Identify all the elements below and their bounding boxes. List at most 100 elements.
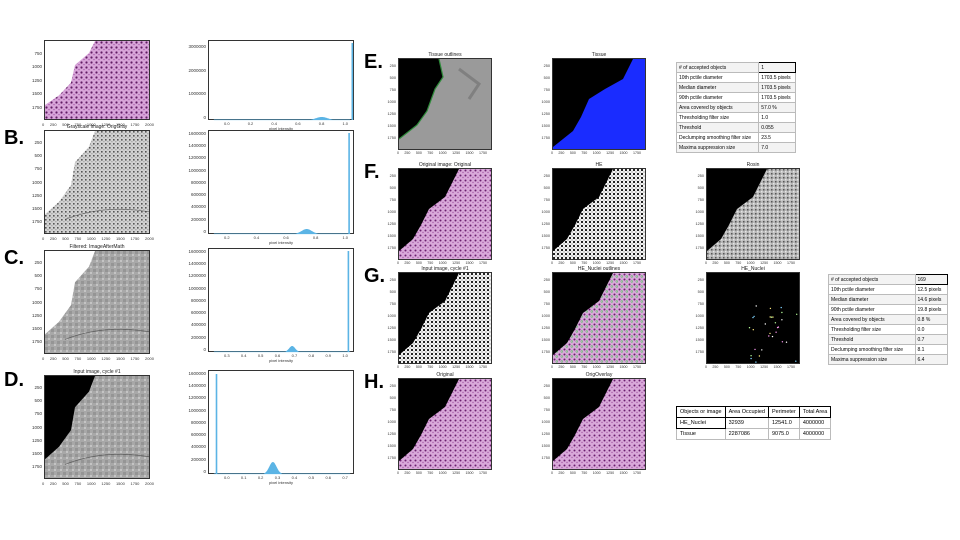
tissue-mask-image[interactable] xyxy=(552,58,646,150)
x-tick-label: 250 xyxy=(49,356,57,361)
plot-title-he: HE xyxy=(595,162,603,168)
image-panel-d[interactable] xyxy=(44,375,150,479)
y-tick-label: 750 xyxy=(34,286,42,292)
measure-value: 0.055 xyxy=(758,122,796,133)
orig-overlay-image[interactable] xyxy=(552,378,646,470)
x-tick-label: 1500 xyxy=(115,122,125,127)
tissue-outlines-image[interactable] xyxy=(398,58,492,150)
y-tick-label: 1750 xyxy=(31,339,42,345)
x-tick-labels: 0 250 500 750 1000 1250 1500 1750 2000 xyxy=(42,481,154,486)
nucleus-dot xyxy=(770,316,773,318)
nucleus-dot xyxy=(761,349,763,351)
y-tick-label: 1600000 xyxy=(188,248,206,254)
histogram-spike xyxy=(215,374,218,474)
y-tick-label: 750 xyxy=(389,88,396,92)
nucleus-dot xyxy=(771,335,774,338)
x-tick-label: 0.4 xyxy=(253,235,260,240)
he-nuclei-outlines-image[interactable] xyxy=(552,272,646,364)
x-tick-labels: 0 250 500 750 1000 1250 1500 1750 xyxy=(551,365,641,369)
x-tick-label: 250 xyxy=(404,261,411,265)
original-he-image[interactable] xyxy=(398,168,492,260)
measure-label: Declumping smoothing filter size xyxy=(675,132,760,143)
x-tick-label: 1250 xyxy=(452,365,461,369)
x-tick-label: 500 xyxy=(723,261,730,265)
x-tick-label: 2000 xyxy=(145,356,154,361)
y-tick-label: 800000 xyxy=(190,179,206,185)
x-tick-label: 2000 xyxy=(145,481,154,486)
y-tick-label: 1000 xyxy=(387,314,396,318)
table-row: Area covered by objects 57.0 % xyxy=(675,102,796,113)
x-tick-label: 250 xyxy=(49,481,57,486)
y-tick-label: 750 xyxy=(697,302,704,306)
y-tick-label: 500 xyxy=(697,290,704,294)
y-tick-label: 1000 xyxy=(541,210,550,214)
y-tick-label: 1250 xyxy=(541,112,550,116)
area-summary-table: Objects or image Area Occupied Perimeter… xyxy=(676,406,832,440)
y-tick-label: 1750 xyxy=(541,456,550,460)
measure-label: Area covered by objects xyxy=(675,102,760,113)
nucleus-dot xyxy=(781,341,784,343)
x-tick-label: 0.2 xyxy=(257,475,264,480)
he-channel-image[interactable] xyxy=(552,168,646,260)
nucleus-dot xyxy=(748,327,751,329)
plot-title-tissue: Tissue xyxy=(591,52,607,58)
x-tick-label: 1000 xyxy=(746,261,755,265)
y-tick-label: 1750 xyxy=(31,464,42,470)
x-tick-label: 500 xyxy=(62,236,69,241)
x-tick-label: 1250 xyxy=(606,151,615,155)
nucleus-dot xyxy=(758,355,761,357)
rosin-channel-image[interactable] xyxy=(706,168,800,260)
x-tick-label: 0.7 xyxy=(342,475,348,480)
x-tick-label: 1750 xyxy=(632,471,641,475)
y-tick-label: 250 xyxy=(389,278,396,282)
original-image-h[interactable] xyxy=(398,378,492,470)
y-tick-label: 3000000 xyxy=(188,44,206,50)
nucleus-dot xyxy=(769,332,771,335)
y-tick-label: 1600000 xyxy=(188,370,206,376)
histogram-plot[interactable] xyxy=(208,370,354,475)
y-tick-label: 1250 xyxy=(387,432,396,436)
x-tick-labels: 0.3 0.4 0.5 0.6 0.7 0.8 0.9 1.0 xyxy=(224,353,348,358)
y-tick-label: 500 xyxy=(34,273,42,279)
x-tick-label: 1250 xyxy=(101,481,111,486)
y-tick-label: 1500 xyxy=(541,338,550,342)
plot-title-b: Grayscale image: OrigGray xyxy=(66,124,128,130)
x-tick-label: 1500 xyxy=(619,151,628,155)
plot-title-c: Filtered: ImageAfterMath xyxy=(69,244,125,250)
x-tick-label: 250 xyxy=(558,471,565,475)
histogram-plot[interactable] xyxy=(208,40,354,121)
image-panel-a[interactable] xyxy=(44,40,150,120)
summary-cell: 32939 xyxy=(724,417,769,429)
measure-value: 0.0 xyxy=(914,324,948,335)
x-tick-label: 0 xyxy=(705,365,707,369)
x-tick-label: 1000 xyxy=(592,365,601,369)
x-tick-label: 1750 xyxy=(130,481,140,486)
table-row: Maxima suppression size 7.0 xyxy=(675,142,796,153)
input-image-cycle-g[interactable] xyxy=(398,272,492,364)
measure-label: Maxima suppression size xyxy=(675,142,760,153)
measure-label: Median diameter xyxy=(828,294,916,305)
x-tick-labels: 0 250 500 750 1000 1250 1500 1750 xyxy=(551,151,641,155)
x-tick-label: 0 xyxy=(551,151,553,155)
x-tick-label: 1000 xyxy=(592,261,601,265)
x-tick-label: 1000 xyxy=(592,471,601,475)
image-panel-c[interactable] xyxy=(44,250,150,354)
he-nuclei-labels-image[interactable] xyxy=(706,272,800,364)
y-tick-label: 750 xyxy=(389,408,396,412)
plot-title-tissue-outlines: Tissue outlines xyxy=(428,52,462,58)
y-tick-label: 1000 xyxy=(387,100,396,104)
plot-title-d: Input image, cycle #1 xyxy=(73,369,121,375)
histogram-plot[interactable] xyxy=(208,130,354,235)
histogram-plot[interactable] xyxy=(208,248,354,353)
table-row: # of accepted objects 1 xyxy=(675,62,796,73)
image-panel-b[interactable] xyxy=(44,130,150,234)
nucleus-dot xyxy=(777,326,780,328)
x-tick-label: 1750 xyxy=(786,261,795,265)
y-tick-label: 500 xyxy=(543,186,550,190)
x-tick-label: 2000 xyxy=(145,122,154,127)
x-tick-label: 0 xyxy=(551,261,553,265)
y-tick-label: 1000 xyxy=(387,420,396,424)
x-tick-label: 1250 xyxy=(452,471,461,475)
y-tick-label: 1000 xyxy=(31,299,42,305)
x-tick-labels: 0 250 500 750 1000 1250 1500 1750 xyxy=(397,471,487,475)
